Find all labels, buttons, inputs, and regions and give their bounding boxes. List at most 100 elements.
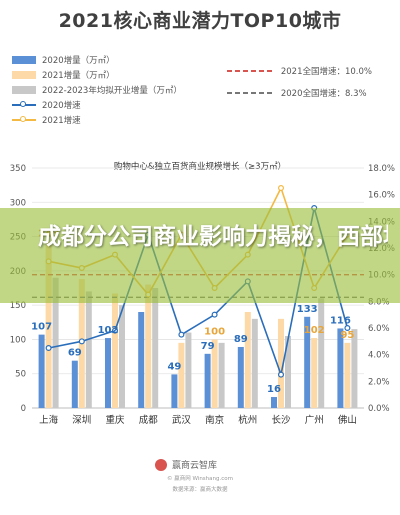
bar-2021 [244,312,251,408]
x-tick-label: 长沙 [271,414,291,426]
line-2020-growth-point [344,325,351,332]
y-right-tick-label: 6.0% [368,324,390,334]
line-2021-growth-point [278,185,285,192]
data-label: 89 [234,334,248,345]
legend-swatch [226,70,275,72]
legend-label: 2021增量（万㎡） [42,70,115,81]
bar-2022-2023 [318,298,325,408]
x-tick-label: 武汉 [172,414,192,426]
legend-item-national-2021: 2021全国增速：10.0% [226,60,372,82]
legend-swatch [12,55,36,64]
legend-left: 2020增量（万㎡） 2021增量（万㎡） 2022-2023年均拟开业增量（万… [12,52,182,127]
y-right-tick-label: 4.0% [368,351,390,361]
x-tick-label: 南京 [205,414,224,426]
bar-2021 [344,342,351,408]
page-title: 2021核心商业潜力TOP10城市 [58,10,342,32]
data-label: 16 [267,384,281,395]
legend-label: 2021全国增速：10.0% [280,67,372,77]
x-tick-label: 杭州 [238,414,257,426]
brand-logo-icon [155,458,167,471]
legend-swatch [12,85,36,94]
data-label: 49 [167,361,181,372]
x-tick-label: 佛山 [338,414,357,426]
legend-label: 2022-2023年均拟开业增量（万㎡） [42,85,182,96]
bar-2020 [237,346,244,408]
data-label: 102 [98,325,119,336]
footer-copyright: © 赢商网 Winshang.com [166,476,234,482]
data-label: 95 [340,330,354,341]
bar-2022-2023 [152,288,159,408]
bar-2021 [112,293,118,408]
x-tick-label: 重庆 [105,414,125,426]
bar-2022-2023 [119,305,125,408]
legend-item-2020-line: 2020增速 [12,97,182,112]
banner-text: 成都分公司商业影响力揭秘，西部地区排名及 [38,224,388,250]
bar-2022-2023 [52,277,59,408]
y-left-tick-label: 150 [10,301,26,311]
x-tick-label: 深圳 [72,415,91,426]
legend-swatch [226,92,275,94]
bar-2022-2023 [285,336,291,408]
bar-2021 [145,284,152,408]
bar-2020 [271,397,277,408]
legend-item-2021-line: 2021增速 [12,112,182,127]
bar-2020 [105,338,111,408]
bar-2022-2023 [351,329,358,408]
line-2020-growth-point [211,311,218,318]
x-tick-label: 成都 [139,414,159,426]
brand-name: 赢商云智库 [172,461,218,471]
legend-swatch [12,70,36,79]
y-left-tick-label: 350 [10,164,26,174]
legend-right: 2021全国增速：10.0% 2020全国增速：8.3% [226,60,372,104]
legend-item-2223-bar: 2022-2023年均拟开业增量（万㎡） [12,82,182,97]
bar-2021 [178,342,185,408]
legend-item-national-2020: 2020全国增速：8.3% [226,82,372,104]
legend-label: 2020增量（万㎡） [42,55,115,66]
y-left-tick-label: 300 [10,198,26,208]
line-2020-growth-point [45,345,52,352]
overlay-banner [0,208,400,303]
line-2020-growth-point [78,338,85,345]
y-left-tick-label: 100 [10,335,26,345]
legend-item-2021-bar: 2021增量（万㎡） [12,67,182,82]
data-label: 69 [68,348,82,359]
bar-2020 [304,316,311,408]
y-right-tick-label: 0.0% [368,404,390,414]
bar-2020 [337,328,344,408]
data-label: 102 [304,325,325,336]
y-left-tick-label: 50 [15,370,26,380]
bar-2020 [204,353,211,408]
bar-2022-2023 [218,342,225,408]
line-2020-growth-point [278,371,285,378]
legend-label: 2020增速 [42,100,81,111]
x-tick-label: 广州 [305,414,324,426]
bar-2022-2023 [251,318,258,408]
bar-2020 [38,334,45,408]
data-label: 133 [297,304,318,315]
legend-label: 2021增速 [42,115,81,126]
bar-2020 [138,312,145,408]
line-2020-growth-point [178,331,185,338]
bar-2022-2023 [185,332,192,408]
y-right-tick-label: 2.0% [368,377,390,387]
data-label: 116 [330,315,351,326]
y-right-tick-label: 16.0% [368,191,395,201]
bar-2021 [211,339,218,408]
data-label: 107 [31,322,52,333]
legend-label: 2020全国增速：8.3% [280,89,367,99]
x-tick-label: 上海 [39,414,59,426]
data-label: 100 [204,326,225,337]
legend-swatch [12,115,36,125]
bar-2020 [171,374,178,408]
legend-item-2020-bar: 2020增量（万㎡） [12,52,182,67]
bar-2021 [278,318,284,408]
bar-2022-2023 [85,291,92,408]
footer-source: 数据来源：赢商大数据 [172,487,228,493]
brand-logo: 赢商云智库 [155,458,217,471]
bar-2020 [71,360,78,408]
y-right-tick-label: 18.0% [368,164,395,174]
line-2020-growth-point [111,327,118,334]
chart-title: 购物中心&独立百货商业规模增长（≥3万㎡） [113,162,287,172]
bar-2021 [311,338,318,408]
legend-swatch [12,100,36,110]
